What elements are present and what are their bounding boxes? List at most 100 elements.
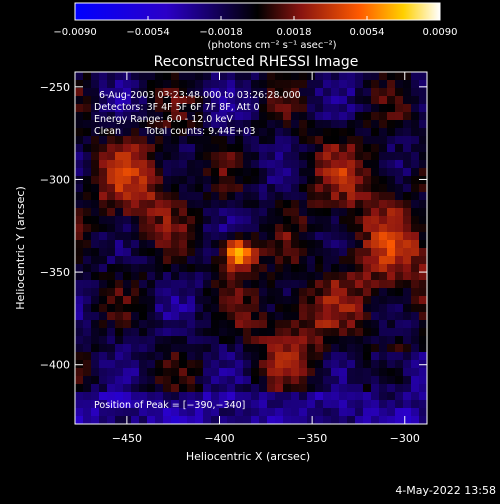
heatmap-cell (339, 376, 348, 385)
heatmap-cell (299, 296, 308, 305)
heatmap-cell (275, 272, 284, 281)
heatmap-cell (355, 344, 364, 353)
heatmap-cell (259, 248, 268, 257)
heatmap-cell (387, 96, 396, 105)
heatmap-cell (235, 80, 244, 89)
heatmap-cell (323, 176, 332, 185)
heatmap-cell (299, 288, 308, 297)
heatmap-cell (107, 360, 116, 369)
heatmap-cell (99, 144, 108, 153)
heatmap-cell (123, 200, 132, 209)
heatmap-cell (419, 224, 428, 233)
heatmap-cell (291, 216, 300, 225)
heatmap-cell (75, 408, 84, 417)
heatmap-cell (339, 96, 348, 105)
heatmap-cell (395, 104, 404, 113)
heatmap-cell (203, 248, 212, 257)
heatmap-cell (419, 104, 428, 113)
heatmap-cell (299, 280, 308, 289)
heatmap-cell (243, 312, 252, 321)
heatmap-cell (147, 312, 156, 321)
heatmap-cell (331, 256, 340, 265)
heatmap-cell (299, 88, 308, 97)
heatmap-cell (395, 96, 404, 105)
heatmap-cell (139, 200, 148, 209)
heatmap-cell (171, 208, 180, 217)
heatmap-cell (371, 200, 380, 209)
heatmap-cell (387, 232, 396, 241)
heatmap-cell (379, 160, 388, 169)
heatmap-cell (243, 376, 252, 385)
heatmap-cell (395, 200, 404, 209)
heatmap-cell (243, 304, 252, 313)
heatmap-cell (275, 352, 284, 361)
heatmap-cell (115, 96, 124, 105)
heatmap-cell (283, 96, 292, 105)
heatmap-cell (155, 112, 164, 121)
heatmap-cell (267, 136, 276, 145)
heatmap-cell (115, 312, 124, 321)
heatmap-cell (235, 256, 244, 265)
heatmap-cell (91, 416, 100, 425)
heatmap-cell (419, 376, 428, 385)
heatmap-cell (211, 176, 220, 185)
heatmap-cell (155, 416, 164, 425)
heatmap-cell (115, 112, 124, 121)
heatmap-cell (387, 272, 396, 281)
heatmap-cell (163, 392, 172, 401)
heatmap-cell (227, 392, 236, 401)
heatmap-cell (235, 352, 244, 361)
heatmap-cell (75, 192, 84, 201)
heatmap-cell (243, 200, 252, 209)
heatmap-cell (147, 160, 156, 169)
heatmap-cell (155, 160, 164, 169)
heatmap-cell (195, 200, 204, 209)
heatmap-cell (203, 272, 212, 281)
heatmap-cell (387, 312, 396, 321)
heatmap-cell (211, 192, 220, 201)
heatmap-cell (195, 80, 204, 89)
heatmap-cell (139, 360, 148, 369)
heatmap-cell (379, 184, 388, 193)
heatmap-cell (347, 352, 356, 361)
heatmap-cell (267, 104, 276, 113)
heatmap-cell (99, 400, 108, 409)
heatmap-cell (99, 352, 108, 361)
heatmap-cell (331, 120, 340, 129)
heatmap-cell (259, 192, 268, 201)
heatmap-cell (203, 168, 212, 177)
heatmap-cell (387, 400, 396, 409)
heatmap-cell (299, 136, 308, 145)
heatmap-cell (331, 96, 340, 105)
heatmap-cell (83, 376, 92, 385)
heatmap-cell (83, 256, 92, 265)
heatmap-cell (267, 296, 276, 305)
heatmap-cell (251, 328, 260, 337)
heatmap-cell (203, 288, 212, 297)
heatmap-cell (387, 352, 396, 361)
heatmap-cell (403, 312, 412, 321)
heatmap-cell (395, 112, 404, 121)
heatmap-cell (187, 176, 196, 185)
heatmap-cell (203, 96, 212, 105)
heatmap-cell (131, 368, 140, 377)
heatmap-cell (203, 352, 212, 361)
heatmap-cell (291, 120, 300, 129)
heatmap-cell (147, 352, 156, 361)
heatmap-cell (123, 256, 132, 265)
time-range-text: 6-Aug-2003 03:23:48.000 to 03:26:28.000 (99, 90, 301, 101)
heatmap-cell (299, 168, 308, 177)
heatmap-cell (275, 80, 284, 89)
heatmap-cell (195, 280, 204, 289)
heatmap-cell (419, 368, 428, 377)
heatmap-cell (331, 136, 340, 145)
heatmap-cell (131, 344, 140, 353)
heatmap-cell (347, 336, 356, 345)
heatmap-cell (291, 224, 300, 233)
heatmap-cell (131, 312, 140, 321)
heatmap-cell (235, 280, 244, 289)
heatmap-cell (275, 200, 284, 209)
heatmap-cell (219, 360, 228, 369)
heatmap-cell (299, 336, 308, 345)
heatmap-cell (123, 176, 132, 185)
